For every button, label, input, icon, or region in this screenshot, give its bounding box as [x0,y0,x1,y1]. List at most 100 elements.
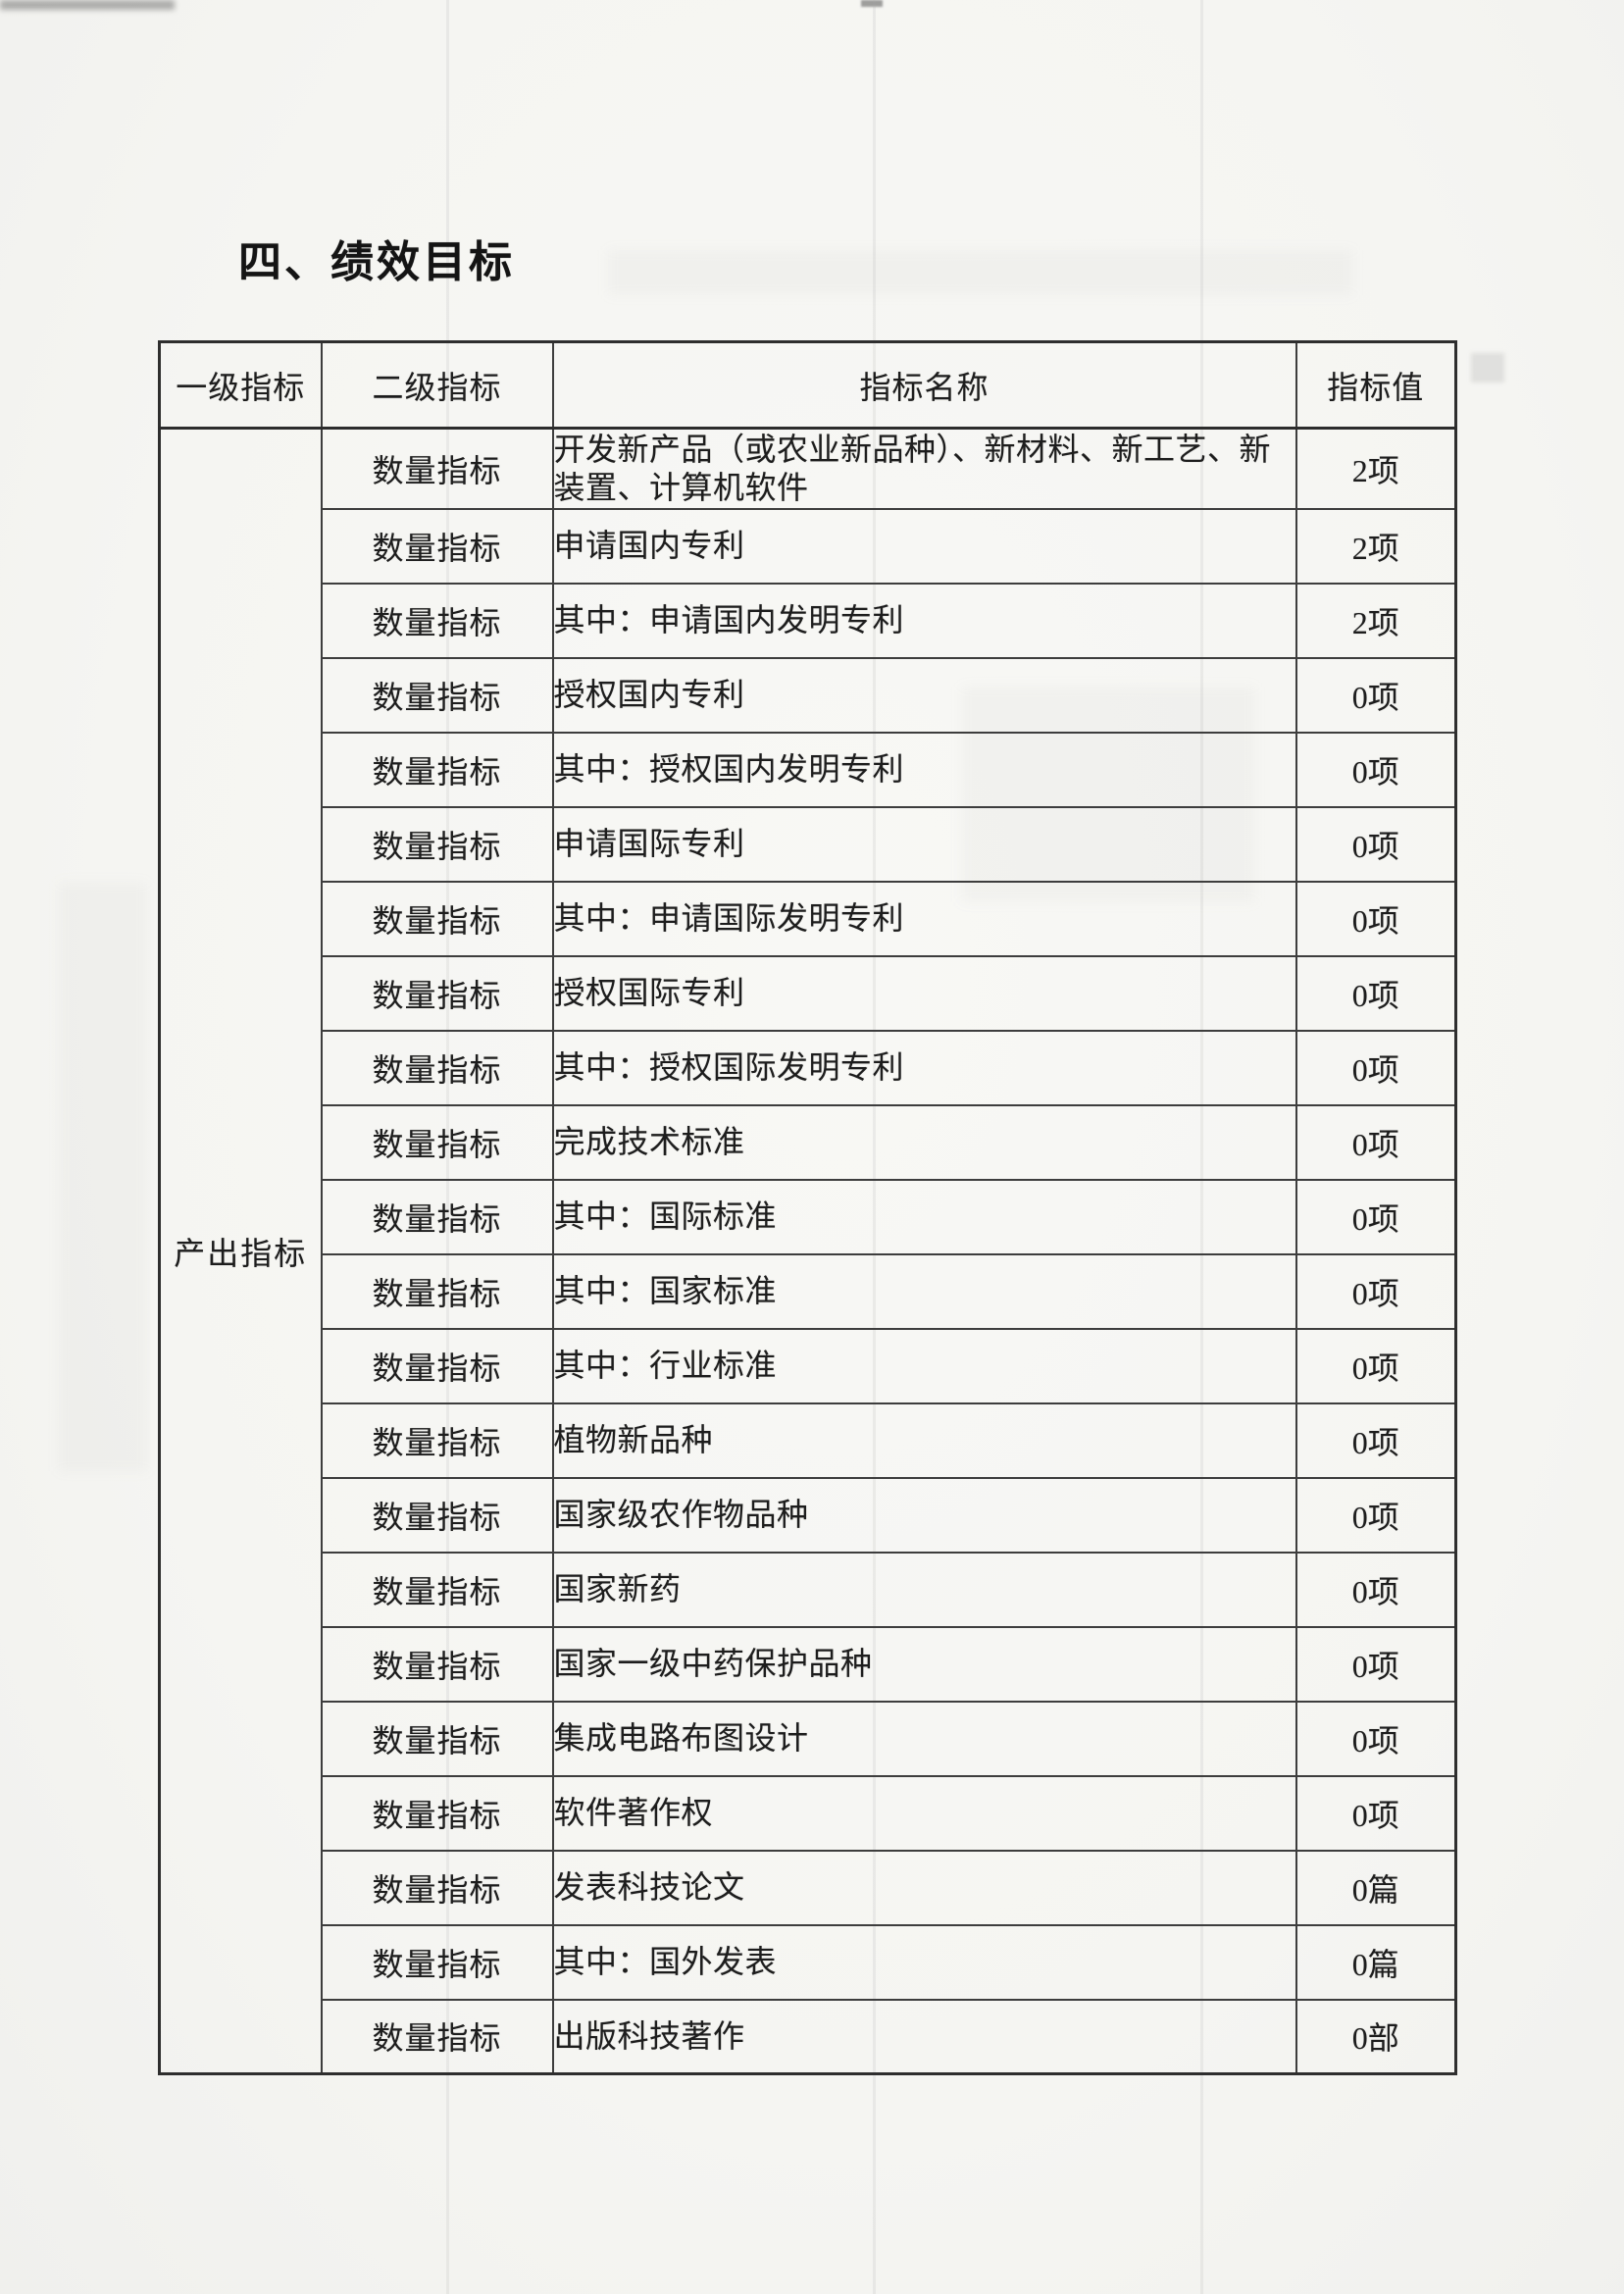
table-row: 数量指标 国家新药 0项 [160,1551,1457,1628]
indicator-name-cell: 其中：申请国内发明专利 [551,582,1297,659]
indicator-name-cell: 植物新品种 [551,1402,1297,1479]
level2-indicator-cell: 数量指标 [320,1923,554,2001]
indicator-value-cell: 0项 [1294,1252,1457,1330]
indicator-name-cell: 其中：国家标准 [551,1252,1297,1330]
indicator-value-cell: 0项 [1294,1551,1457,1628]
table-row: 数量指标 国家一级中药保护品种 0项 [160,1625,1457,1703]
level2-indicator-cell: 数量指标 [320,1849,554,1926]
table-row: 数量指标 其中：国外发表 0篇 [160,1923,1457,2001]
level1-indicator-cell: 产出指标 [158,427,323,2075]
indicator-name-cell: 国家新药 [551,1551,1297,1628]
table-row: 产出指标 数量指标 开发新产品（或农业新品种）、新材料、新工艺、新装置、计算机软件 2… [158,427,1457,2075]
level2-indicator-cell: 数量指标 [320,731,554,808]
level2-indicator-cell: 数量指标 [320,1178,554,1255]
level2-indicator-cell: 数量指标 [320,1625,554,1703]
indicator-name-cell: 完成技术标准 [551,1103,1297,1181]
table-row: 数量指标 其中：申请国内发明专利 2项 [160,582,1457,659]
indicator-value-cell: 0项 [1294,1476,1457,1554]
indicator-value-cell: 0项 [1294,1402,1457,1479]
indicator-name-cell: 其中：行业标准 [551,1327,1297,1404]
indicator-name-cell: 其中：国外发表 [551,1923,1297,2001]
level2-indicator-cell: 数量指标 [320,1029,554,1106]
level2-indicator-cell: 数量指标 [320,1774,554,1852]
indicator-name-cell: 授权国际专利 [551,954,1297,1032]
table-row: 数量指标 其中：国际标准 0项 [160,1178,1457,1255]
level2-indicator-cell: 数量指标 [320,1998,554,2075]
level2-indicator-cell: 数量指标 [320,656,554,734]
level2-indicator-cell: 数量指标 [320,1327,554,1404]
table-row: 数量指标 其中：授权国际发明专利 0项 [160,1029,1457,1106]
indicator-value-cell: 0项 [1294,1700,1457,1777]
table-row: 数量指标 软件著作权 0项 [160,1774,1457,1852]
scan-artifact-top-tick [861,0,883,7]
col-header-level2-indicator: 二级指标 [320,340,554,430]
indicator-name-cell: 国家一级中药保护品种 [551,1625,1297,1703]
level2-indicator-cell: 数量指标 [320,1476,554,1554]
col-header-level1-indicator: 一级指标 [158,340,323,430]
level2-indicator-cell: 数量指标 [320,954,554,1032]
indicator-name-cell: 其中：授权国内发明专利 [551,731,1297,808]
table-row: 数量指标 植物新品种 0项 [160,1402,1457,1479]
indicator-name-cell: 出版科技著作 [551,1998,1297,2075]
indicator-name-cell: 国家级农作物品种 [551,1476,1297,1554]
indicator-name-cell: 其中：国际标准 [551,1178,1297,1255]
level2-indicator-cell: 数量指标 [320,1551,554,1628]
indicator-name-cell: 其中：授权国际发明专利 [551,1029,1297,1106]
table-row: 数量指标 申请国内专利 2项 [160,507,1457,585]
level2-indicator-cell: 数量指标 [320,1103,554,1181]
table-row: 数量指标 集成电路布图设计 0项 [160,1700,1457,1777]
level2-indicator-cell: 数量指标 [320,1402,554,1479]
level2-indicator-cell: 数量指标 [320,805,554,883]
indicator-name-cell: 申请国内专利 [551,507,1297,585]
table-row: 数量指标 出版科技著作 0部 [160,1998,1457,2075]
indicator-value-cell: 0篇 [1294,1849,1457,1926]
indicator-value-cell: 2项 [1294,427,1457,510]
level2-indicator-cell: 数量指标 [320,880,554,957]
indicator-value-cell: 2项 [1294,507,1457,585]
indicator-name-cell: 授权国内专利 [551,656,1297,734]
section-title: 四、绩效目标 [238,238,515,286]
table-row: 数量指标 授权国际专利 0项 [160,954,1457,1032]
table-row: 数量指标 授权国内专利 0项 [160,656,1457,734]
indicator-value-cell: 0项 [1294,1103,1457,1181]
table-row: 数量指标 其中：授权国内发明专利 0项 [160,731,1457,808]
indicator-value-cell: 2项 [1294,582,1457,659]
indicator-name-cell: 集成电路布图设计 [551,1700,1297,1777]
level2-indicator-cell: 数量指标 [320,1700,554,1777]
scan-bleedthrough [1471,353,1504,382]
level2-indicator-cell: 数量指标 [320,507,554,585]
indicator-value-cell: 0篇 [1294,1923,1457,2001]
indicator-value-cell: 0项 [1294,656,1457,734]
level2-indicator-cell: 数量指标 [320,1252,554,1330]
scan-artifact-top-left [0,0,175,10]
level2-indicator-cell: 数量指标 [320,582,554,659]
indicator-value-cell: 0项 [1294,805,1457,883]
indicator-value-cell: 0项 [1294,1029,1457,1106]
scan-bleedthrough [59,883,147,1471]
scan-bleedthrough [608,250,1353,295]
indicator-value-cell: 0部 [1294,1998,1457,2075]
col-header-indicator-name: 指标名称 [551,340,1297,430]
indicator-name-cell: 发表科技论文 [551,1849,1297,1926]
indicator-value-cell: 0项 [1294,1625,1457,1703]
table-row: 数量指标 其中：国家标准 0项 [160,1252,1457,1330]
indicator-value-cell: 0项 [1294,880,1457,957]
col-header-indicator-value: 指标值 [1294,340,1457,430]
table-row: 数量指标 申请国际专利 0项 [160,805,1457,883]
indicator-name-cell: 开发新产品（或农业新品种）、新材料、新工艺、新装置、计算机软件 [551,427,1297,510]
indicator-name-cell: 申请国际专利 [551,805,1297,883]
table-row: 数量指标 其中：申请国际发明专利 0项 [160,880,1457,957]
table-row: 数量指标 发表科技论文 0篇 [160,1849,1457,1926]
indicator-value-cell: 0项 [1294,1327,1457,1404]
indicator-value-cell: 0项 [1294,731,1457,808]
level2-indicator-cell: 数量指标 [320,427,554,510]
table-row: 数量指标 完成技术标准 0项 [160,1103,1457,1181]
performance-indicators-table: 一级指标 二级指标 指标名称 指标值 产出指标 数量指标 开发新产品（或农业新品种）… [158,340,1457,2075]
indicator-name-cell: 其中：申请国际发明专利 [551,880,1297,957]
indicator-value-cell: 0项 [1294,1178,1457,1255]
table-row: 数量指标 国家级农作物品种 0项 [160,1476,1457,1554]
table-header-row: 一级指标 二级指标 指标名称 指标值 [158,340,1457,430]
indicator-name-cell: 软件著作权 [551,1774,1297,1852]
indicator-value-cell: 0项 [1294,954,1457,1032]
